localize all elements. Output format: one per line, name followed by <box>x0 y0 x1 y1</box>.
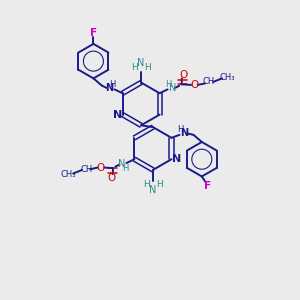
Text: N: N <box>172 154 182 164</box>
Text: H: H <box>165 80 172 89</box>
Text: N: N <box>137 58 145 68</box>
Text: O: O <box>179 70 187 80</box>
Text: F: F <box>204 181 211 191</box>
Text: H: H <box>131 63 138 72</box>
Text: N: N <box>112 110 122 120</box>
Text: N: N <box>105 83 113 94</box>
Text: CH₃: CH₃ <box>61 170 76 179</box>
Text: F: F <box>90 28 97 38</box>
Text: N: N <box>181 128 189 138</box>
Text: N: N <box>169 83 176 93</box>
Text: O: O <box>190 80 199 90</box>
Text: N: N <box>149 184 157 194</box>
Text: H: H <box>156 180 163 189</box>
Text: N: N <box>118 159 126 169</box>
Text: O: O <box>107 172 116 183</box>
Text: CH: CH <box>203 77 215 86</box>
Text: H: H <box>109 80 116 89</box>
Text: H: H <box>144 63 151 72</box>
Text: CH: CH <box>80 165 92 174</box>
Text: H: H <box>143 180 150 189</box>
Text: H: H <box>122 164 129 172</box>
Text: CH₃: CH₃ <box>219 73 235 82</box>
Text: O: O <box>96 163 105 172</box>
Text: H: H <box>177 125 183 134</box>
